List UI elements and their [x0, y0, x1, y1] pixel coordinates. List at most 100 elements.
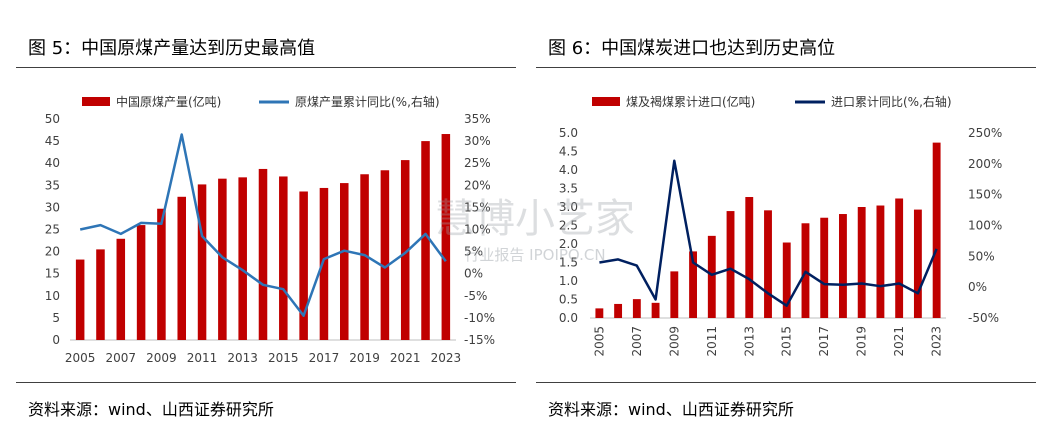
left-axis-tick: 15 [45, 267, 60, 281]
right-axis-tick: 20% [464, 178, 491, 192]
x-axis-tick: 2005 [592, 326, 606, 357]
legend-bar-label: 煤及褐煤累计进口(亿吨) [626, 94, 755, 109]
bar-2014 [258, 168, 268, 340]
right-axis-tick: 50% [968, 249, 995, 263]
right-axis-tick: -10% [464, 311, 495, 325]
left-axis-tick: 4.0 [559, 163, 578, 177]
left-axis-tick: 5.0 [559, 126, 578, 140]
bar-2023 [441, 134, 451, 340]
right-axis-tick: -15% [464, 333, 495, 347]
bar-2022 [421, 141, 430, 340]
bar-2012 [726, 211, 735, 318]
x-axis-tick: 2021 [390, 351, 421, 365]
legend-bar-swatch [592, 97, 620, 106]
bar-2015 [279, 176, 288, 340]
right-bottom-rule [536, 382, 1036, 383]
bar-2006 [96, 249, 105, 340]
bar-2015 [782, 242, 791, 318]
right-axis-tick: 5% [464, 245, 483, 259]
bar-2016 [299, 191, 308, 340]
right-axis-tick: 200% [968, 157, 1002, 171]
bar-2005 [75, 259, 85, 340]
bar-2011 [197, 184, 207, 340]
left-axis-tick: 1.5 [559, 256, 578, 270]
right-axis-tick: 25% [464, 156, 491, 170]
x-axis-tick: 2017 [817, 326, 831, 357]
bar-2019 [360, 174, 369, 340]
x-axis-tick: 2007 [106, 351, 137, 365]
x-axis-tick: 2011 [187, 351, 218, 365]
x-axis-tick: 2011 [705, 326, 719, 357]
right-axis-tick: 30% [464, 134, 491, 148]
bar-2013 [745, 197, 754, 318]
right-axis-tick: 10% [464, 223, 491, 237]
left-axis-tick: 2.5 [559, 219, 578, 233]
legend-line-label: 原煤产量累计同比(%,右轴) [295, 94, 440, 109]
bar-2018 [839, 214, 847, 318]
left-figure-source: 资料来源：wind、山西证券研究所 [28, 400, 274, 419]
bar-2008 [651, 302, 660, 318]
right-axis-tick: 100% [968, 219, 1002, 233]
right-figure-source: 资料来源：wind、山西证券研究所 [548, 400, 794, 419]
right-axis-tick: -50% [968, 311, 999, 325]
coal-import-chart: 煤及褐煤累计进口(亿吨) 进口累计同比(%,右轴) 0.0 0.5 1.0 1.5 2.0 2… [559, 94, 1002, 357]
left-axis-tick: 45 [45, 134, 60, 148]
bar-2009 [670, 271, 679, 318]
bar-2013 [238, 177, 247, 340]
left-axis-tick: 2.0 [559, 237, 578, 251]
legend-line-label: 进口累计同比(%,右轴) [831, 94, 952, 109]
left-axis-tick: 3.5 [559, 182, 578, 196]
coal-production-chart: 中国原煤产量(亿吨) 原煤产量累计同比(%,右轴) 0 5 10 15 20 25 30 35 40… [45, 94, 495, 365]
x-axis-tick: 2015 [780, 326, 794, 357]
growth-line [599, 159, 938, 307]
left-axis-tick: 3.0 [559, 200, 578, 214]
bar-2017 [820, 217, 829, 318]
right-axis-tick: 0% [464, 267, 483, 281]
bar-2017 [319, 187, 329, 340]
bar-2023 [932, 142, 941, 318]
growth-line [79, 133, 447, 317]
bar-2008 [136, 225, 146, 340]
left-axis-tick: 0 [52, 333, 60, 347]
x-axis-tick: 2009 [667, 326, 681, 357]
bar-2010 [689, 251, 697, 318]
left-top-rule [16, 67, 516, 68]
bar-2011 [707, 235, 716, 318]
left-axis-tick: 35 [45, 178, 60, 192]
left-axis-tick: 50 [45, 112, 60, 126]
legend-bar-swatch [82, 97, 110, 106]
right-top-rule [536, 67, 1036, 68]
left-axis-tick: 25 [45, 223, 60, 237]
bar-2020 [876, 205, 885, 318]
bar-2009 [157, 208, 166, 340]
left-axis-tick: 0.5 [559, 293, 578, 307]
bar-2021 [400, 160, 410, 340]
right-axis-tick: 15% [464, 200, 491, 214]
left-axis-tick: 1.0 [559, 274, 578, 288]
bar-2006 [614, 303, 623, 318]
x-axis-tick: 2019 [855, 326, 869, 357]
bar-2014 [764, 210, 772, 318]
right-figure-panel: 图 6：中国煤炭进口也达到历史高位 煤及褐煤累计进口(亿吨) 进口累计同比(%,右… [536, 0, 1036, 444]
x-axis-tick: 2019 [349, 351, 380, 365]
bar-2020 [380, 170, 390, 340]
bar-2019 [857, 207, 866, 318]
x-axis-tick: 2015 [268, 351, 299, 365]
left-axis-tick: 5 [52, 311, 60, 325]
left-figure-panel: 图 5：中国原煤产量达到历史最高值 中国原煤产量(亿吨) 原煤产量累计同比(%,右… [16, 0, 516, 444]
x-axis-tick: 2021 [892, 326, 906, 357]
x-axis-tick: 2013 [742, 326, 756, 357]
bar-2018 [339, 183, 349, 340]
bar-2021 [895, 198, 904, 318]
right-axis-tick: 0% [968, 280, 987, 294]
x-axis-tick: 2017 [309, 351, 340, 365]
right-figure-title: 图 6：中国煤炭进口也达到历史高位 [548, 38, 836, 59]
x-axis-tick: 2009 [146, 351, 177, 365]
x-axis-tick: 2023 [930, 326, 944, 357]
right-axis-tick: 250% [968, 126, 1002, 140]
bar-2005 [595, 308, 604, 318]
x-axis-tick: 2005 [65, 351, 96, 365]
left-axis-tick: 4.5 [559, 145, 578, 159]
left-axis-tick: 20 [45, 245, 60, 259]
left-axis-tick: 30 [45, 200, 60, 214]
